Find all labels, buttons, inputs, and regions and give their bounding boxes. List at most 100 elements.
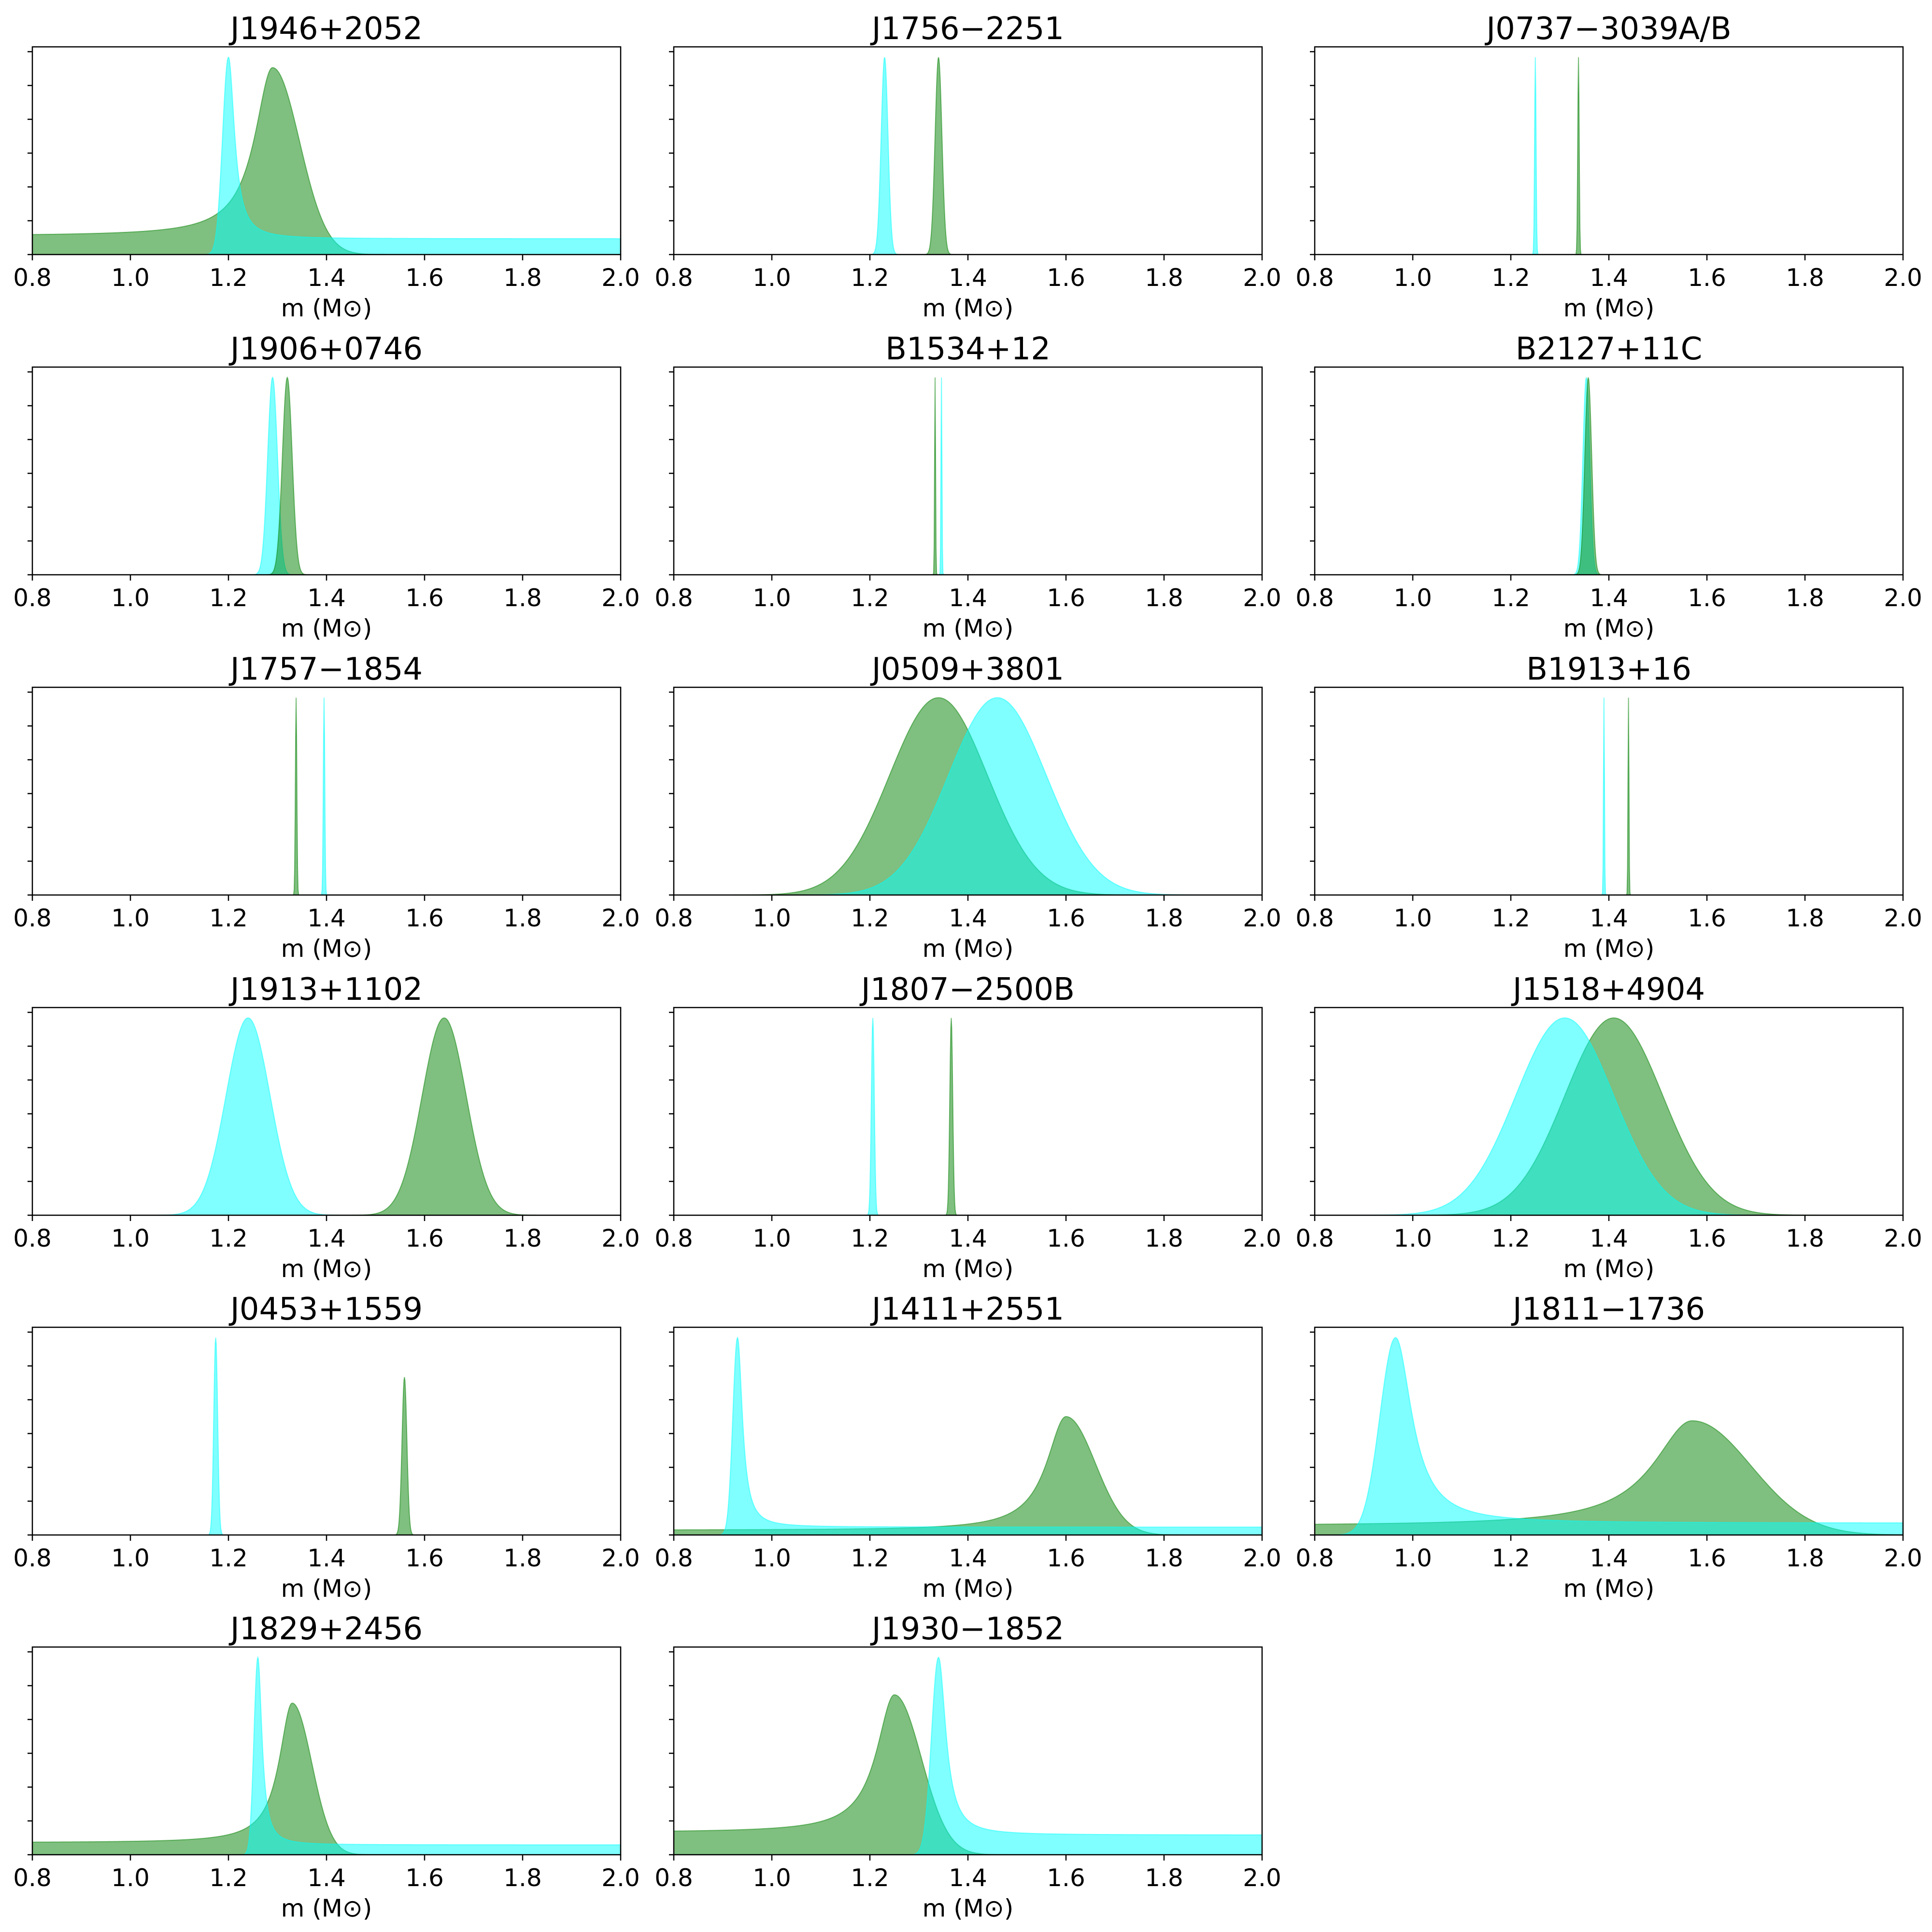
subplot-title: J0453+1559	[228, 1292, 423, 1327]
subplot: J1946+2052 0.8 1.0 1.2 1.4 1.6 1.8 2.0 m (M⊙)	[13, 11, 640, 322]
subplot: J1518+4904 0.8 1.0 1.2 1.4 1.6 1.8 2.0 m (M⊙)	[1295, 972, 1922, 1283]
x-tick-label: 2.0	[1243, 584, 1281, 612]
x-axis-label: m (M⊙)	[923, 614, 1014, 642]
density-area	[674, 57, 1262, 255]
density-area	[32, 697, 621, 895]
density-area	[32, 56, 621, 255]
x-tick-label: 1.6	[1047, 1864, 1085, 1892]
x-tick-label: 1.8	[1786, 264, 1824, 292]
density-area	[674, 1657, 1262, 1855]
x-tick-label: 1.8	[1145, 1224, 1183, 1252]
x-tick-label: 1.4	[1590, 904, 1628, 932]
x-tick-label: 1.2	[1492, 264, 1530, 292]
x-tick-label: 1.8	[1145, 1864, 1183, 1892]
x-tick-label: 1.2	[209, 904, 248, 932]
x-tick-label: 2.0	[1884, 584, 1922, 612]
density-area	[32, 1377, 621, 1535]
x-tick-label: 1.8	[1786, 584, 1824, 612]
density-area	[32, 1017, 621, 1215]
subplot: J1807−2500B 0.8 1.0 1.2 1.4 1.6 1.8 2.0 m (M⊙)	[654, 972, 1281, 1283]
density-area	[1315, 57, 1903, 255]
density-area	[1315, 57, 1903, 255]
x-tick-label: 2.0	[601, 1224, 640, 1252]
subplot: J1906+0746 0.8 1.0 1.2 1.4 1.6 1.8 2.0 m (M⊙)	[13, 331, 640, 642]
subplot: J0453+1559 0.8 1.0 1.2 1.4 1.6 1.8 2.0 m (M⊙)	[13, 1292, 640, 1603]
x-tick-label: 1.2	[209, 584, 248, 612]
x-tick-label: 1.4	[949, 1544, 987, 1572]
x-tick-label: 1.0	[1393, 1224, 1432, 1252]
axes-frame	[673, 46, 1263, 256]
x-tick-label: 0.8	[13, 1224, 52, 1252]
x-tick-label: 0.8	[13, 264, 52, 292]
x-tick-label: 1.4	[949, 1864, 987, 1892]
x-tick-label: 0.8	[1295, 584, 1334, 612]
x-tick-label: 1.8	[503, 584, 542, 612]
x-tick-label: 2.0	[1243, 1224, 1281, 1252]
x-tick-label: 1.2	[851, 1224, 889, 1252]
x-tick-label: 2.0	[1884, 264, 1922, 292]
axes-frame	[31, 366, 622, 576]
x-tick-label: 1.6	[1688, 1544, 1726, 1572]
axes-frame	[31, 1326, 622, 1536]
subplot-title: J0509+3801	[870, 652, 1064, 687]
x-tick-label: 2.0	[601, 1544, 640, 1572]
x-tick-label: 0.8	[654, 904, 693, 932]
x-tick-label: 1.6	[1047, 1544, 1085, 1572]
axes-frame	[1314, 366, 1904, 576]
x-tick-label: 1.0	[111, 264, 150, 292]
x-tick-label: 1.2	[1492, 1544, 1530, 1572]
x-tick-label: 1.4	[307, 1544, 346, 1572]
x-tick-label: 2.0	[1243, 1864, 1281, 1892]
subplot-title: J1906+0746	[228, 331, 423, 367]
x-tick-label: 1.6	[405, 904, 444, 932]
x-tick-label: 1.6	[405, 1544, 444, 1572]
x-tick-label: 0.8	[654, 1544, 693, 1572]
x-tick-label: 1.8	[503, 1544, 542, 1572]
subplot: J0509+3801 0.8 1.0 1.2 1.4 1.6 1.8 2.0 m (M⊙)	[654, 652, 1281, 963]
x-tick-label: 1.4	[307, 1864, 346, 1892]
x-tick-label: 1.0	[753, 1224, 791, 1252]
x-tick-label: 1.2	[851, 904, 889, 932]
density-area	[32, 1337, 621, 1535]
density-area	[1315, 697, 1903, 895]
x-tick-label: 1.4	[307, 584, 346, 612]
subplot: B1913+16 0.8 1.0 1.2 1.4 1.6 1.8 2.0 m (M⊙)	[1295, 652, 1922, 963]
x-tick-label: 1.4	[1590, 584, 1628, 612]
x-tick-label: 1.8	[503, 1224, 542, 1252]
x-tick-label: 1.6	[1688, 904, 1726, 932]
x-tick-label: 1.0	[753, 1544, 791, 1572]
axes-frame	[673, 366, 1263, 576]
x-tick-label: 1.2	[209, 264, 248, 292]
x-axis-label: m (M⊙)	[923, 1255, 1014, 1283]
x-tick-label: 2.0	[1884, 1544, 1922, 1572]
density-area	[674, 377, 1262, 575]
x-tick-label: 2.0	[1243, 264, 1281, 292]
x-tick-label: 0.8	[13, 1864, 52, 1892]
x-tick-label: 1.2	[1492, 1224, 1530, 1252]
x-tick-label: 1.4	[949, 264, 987, 292]
x-axis-label: m (M⊙)	[1563, 935, 1655, 963]
axes-frame	[1314, 686, 1904, 896]
x-tick-label: 2.0	[601, 264, 640, 292]
density-area	[32, 1655, 621, 1855]
subplot-title: J0737−3039A/B	[1484, 11, 1732, 47]
x-tick-label: 1.4	[307, 904, 346, 932]
x-axis-label: m (M⊙)	[923, 1575, 1014, 1603]
density-area	[674, 697, 1262, 895]
x-tick-label: 1.2	[851, 1544, 889, 1572]
x-tick-label: 1.0	[753, 904, 791, 932]
x-tick-label: 1.0	[1393, 584, 1432, 612]
x-tick-label: 0.8	[654, 264, 693, 292]
x-tick-label: 0.8	[13, 1544, 52, 1572]
x-tick-label: 1.6	[1047, 904, 1085, 932]
density-area	[674, 1336, 1262, 1535]
axes-frame	[673, 1326, 1263, 1536]
subplot: J1757−1854 0.8 1.0 1.2 1.4 1.6 1.8 2.0 m (M⊙)	[13, 652, 640, 963]
subplot-title: B1534+12	[885, 331, 1051, 367]
x-tick-label: 1.8	[1145, 904, 1183, 932]
x-tick-label: 1.0	[1393, 264, 1432, 292]
subplot-title: J1757−1854	[228, 652, 423, 687]
density-area	[1315, 377, 1903, 575]
x-tick-label: 0.8	[1295, 1224, 1334, 1252]
x-tick-label: 1.4	[1590, 1224, 1628, 1252]
